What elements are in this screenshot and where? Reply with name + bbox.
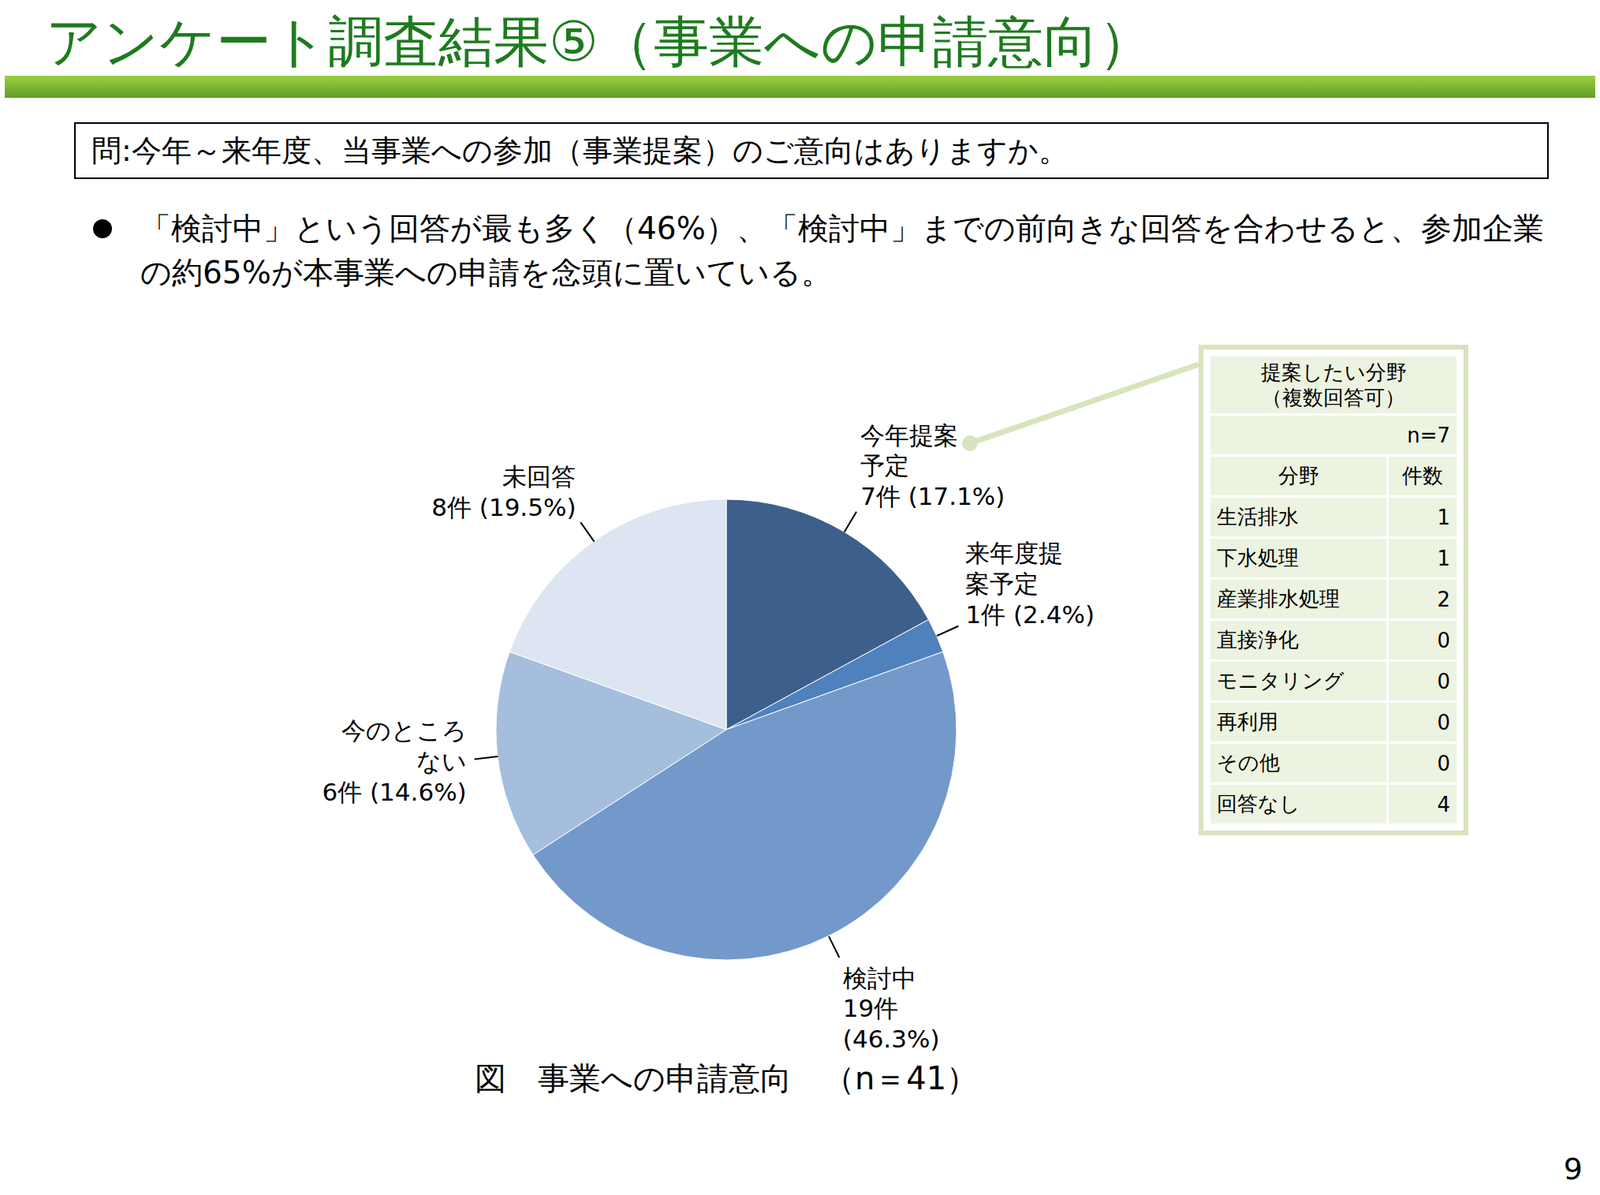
html-text:0: 0 [1437, 751, 1451, 775]
html-text:9: 9 [1563, 1151, 1583, 1187]
html-text:1: 1 [1437, 546, 1451, 570]
svg-text:今年提案予定7件 (17.1%): 今年提案予定7件 (17.1%) [860, 421, 1005, 511]
html-text:分野: 分野 [1277, 463, 1319, 488]
html-text:問:今年～来年度、当事業への参加（事業提案）のご意向はありま: 問:今年～来年度、当事業への参加（事業提案）のご意向はありますか。 [91, 133, 1069, 168]
html-text:その他: その他 [1216, 750, 1280, 775]
html-text:モニタリング: モニタリング [1216, 668, 1345, 693]
html-text:提案したい分野 （複数回答可）: 提案したい分野 （複数回答可） [1260, 360, 1407, 410]
html-text:4: 4 [1437, 792, 1451, 816]
html-text:1: 1 [1437, 505, 1451, 529]
html-text:「検討中」という回答が最も多く（46%）、「検討中」までの前: 「検討中」という回答が最も多く（46%）、「検討中」までの前向きな回答を合わせる… [140, 210, 1544, 291]
html-text:図 事業への申請意向 （n＝41）: 図 事業への申請意向 （n＝41） [474, 1059, 978, 1097]
html-text:0: 0 [1437, 669, 1451, 693]
html-text:0: 0 [1437, 710, 1451, 734]
html-text:再利用: 再利用 [1216, 709, 1279, 734]
html-text:回答なし: 回答なし [1216, 791, 1301, 816]
html-text:産業排水処理: 産業排水処理 [1216, 586, 1340, 611]
html-text:0: 0 [1437, 628, 1451, 652]
svg-text:検討中19件(46.3%): 検討中19件(46.3%) [842, 963, 940, 1054]
svg-text:来年度提案予定1件 (2.4%): 来年度提案予定1件 (2.4%) [965, 538, 1095, 629]
html-text:2: 2 [1437, 587, 1451, 611]
svg-text:今のところない6件 (14.6%): 今のところない6件 (14.6%) [321, 716, 467, 806]
html-text:直接浄化: 直接浄化 [1216, 627, 1299, 652]
html-text:生活排水: 生活排水 [1216, 504, 1299, 529]
html-text:アンケート調査結果⑤（事業への申請意向）: アンケート調査結果⑤（事業への申請意向） [45, 9, 1154, 75]
html-text:下水処理: 下水処理 [1216, 545, 1299, 570]
html-text:n=7: n=7 [1406, 423, 1451, 447]
svg-text:未回答8件 (19.5%): 未回答8件 (19.5%) [431, 462, 576, 522]
html-text:件数: 件数 [1402, 463, 1444, 488]
